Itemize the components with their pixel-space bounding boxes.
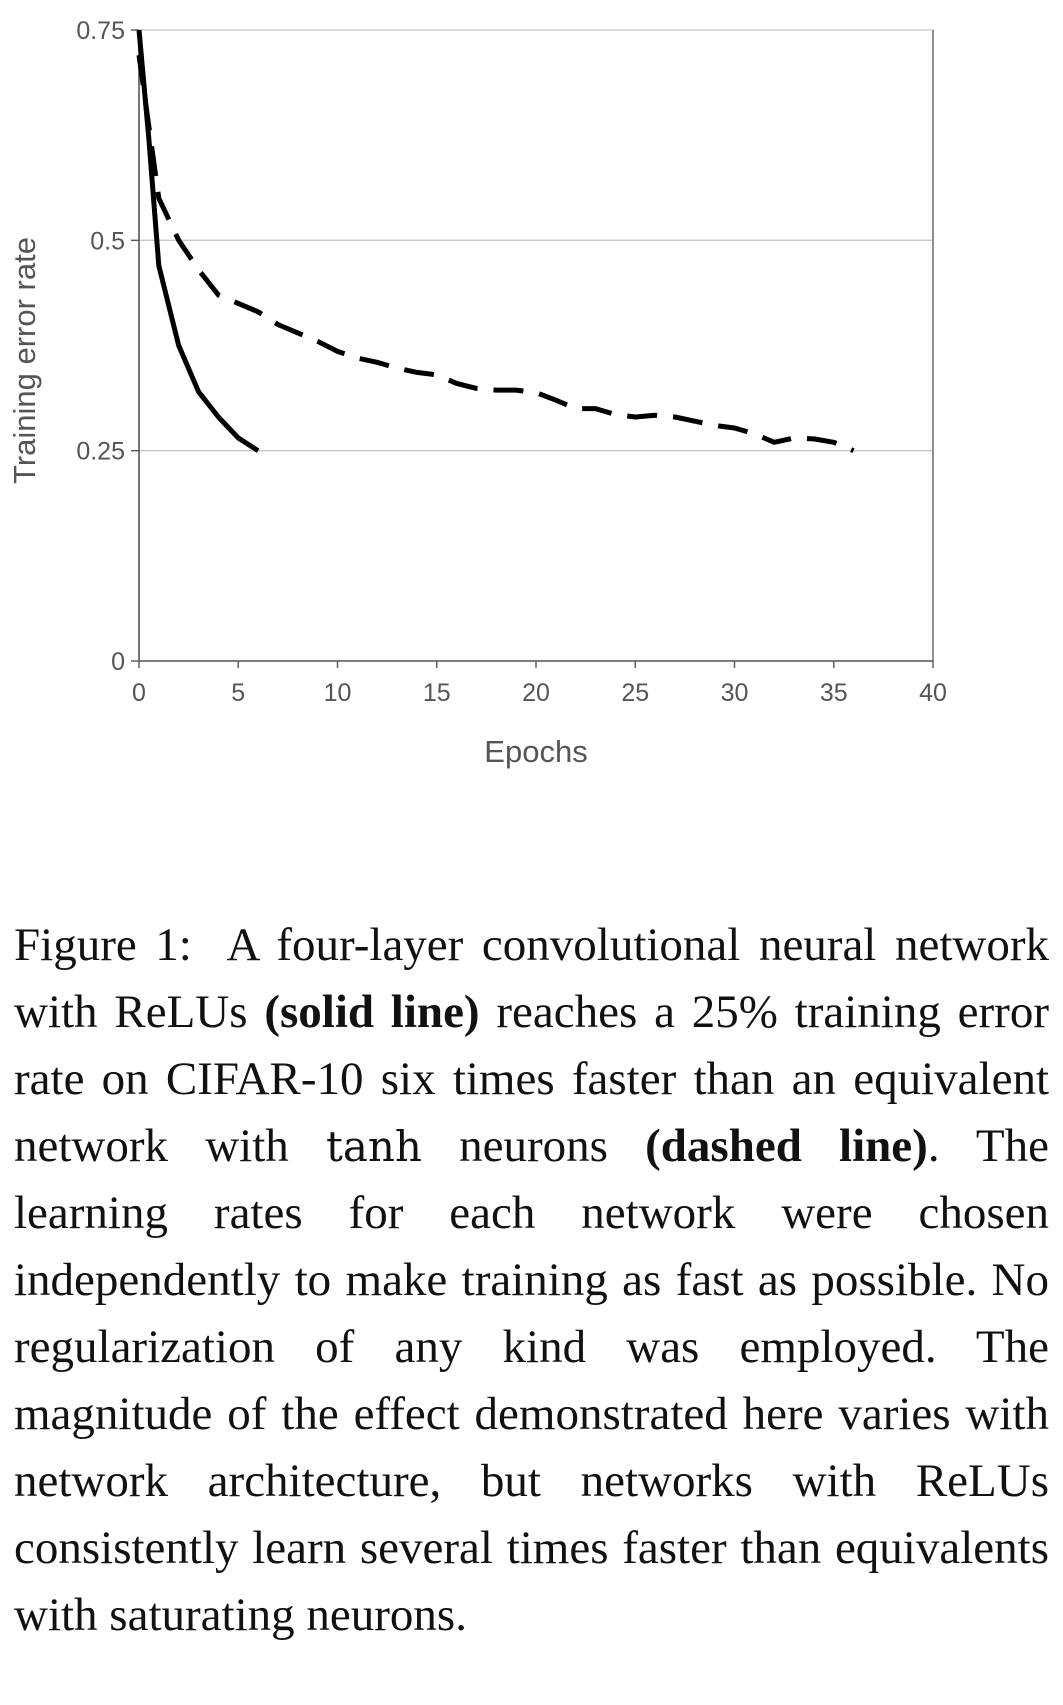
- figure-caption: Figure 1: A four-layer convolutional neu…: [14, 912, 1049, 1649]
- series-dashed-line: [136, 54, 855, 454]
- axes: [131, 29, 934, 668]
- caption-label: Figure 1:: [14, 919, 192, 971]
- x-tick-label-6: 30: [721, 679, 749, 707]
- series-solid-line: [136, 29, 260, 453]
- x-axis-label: Epochs: [484, 734, 587, 769]
- x-tick-label-4: 20: [522, 679, 550, 707]
- y-axis-label: Training error rate: [7, 237, 42, 484]
- gridlines: [139, 29, 933, 452]
- x-tick-label-2: 10: [324, 679, 352, 707]
- tick-labels: 0 5 10 15 20 25 30 35 40 0 0.25 0.5 0.75: [76, 17, 947, 707]
- caption-tanh: tanh: [325, 1122, 422, 1171]
- y-tick-label-0: 0: [111, 648, 125, 676]
- x-tick-label-8: 40: [919, 679, 947, 707]
- series-layer: [136, 29, 855, 454]
- y-tick-label-3: 0.75: [76, 17, 125, 45]
- caption-bold-solid: (solid line): [264, 986, 480, 1038]
- x-tick-label-0: 0: [132, 679, 146, 707]
- x-tick-label-1: 5: [231, 679, 245, 707]
- caption-text-1: A four-layer convolutional neural networ…: [14, 919, 1049, 1038]
- caption-text-4: . The learning rates for each network we…: [14, 1120, 1049, 1641]
- caption-text-2: reaches a 25% training error rate on CIF…: [14, 986, 1049, 1172]
- x-tick-label-7: 35: [820, 679, 848, 707]
- line-chart: 0 5 10 15 20 25 30 35 40 0 0.25 0.5 0.75 Epochs Trai…: [7, 17, 947, 769]
- y-tick-label-2: 0.5: [90, 227, 125, 255]
- caption-text-3: neurons: [421, 1120, 646, 1172]
- x-tick-label-5: 25: [621, 679, 649, 707]
- y-tick-label-1: 0.25: [76, 438, 125, 466]
- caption-bold-dashed: (dashed line): [645, 1120, 928, 1172]
- x-tick-label-3: 15: [423, 679, 451, 707]
